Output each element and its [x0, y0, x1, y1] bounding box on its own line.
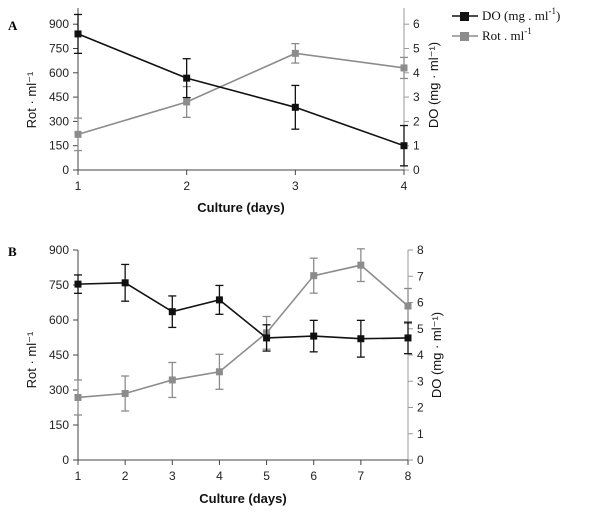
- data-point: [357, 335, 365, 343]
- data-point: [404, 302, 412, 310]
- x-tick-label: 4: [401, 179, 408, 193]
- data-point: [400, 142, 408, 150]
- legend-label: Rot . ml-1: [482, 26, 532, 43]
- series-line: [77, 52, 405, 136]
- panel-label: B: [8, 244, 17, 259]
- x-tick-label: 3: [292, 179, 299, 193]
- data-point: [263, 334, 271, 342]
- x-tick-label: 1: [75, 179, 82, 193]
- legend-marker: [460, 32, 469, 41]
- y-right-tick-label: 5: [417, 322, 424, 336]
- x-tick-label: 4: [216, 469, 223, 483]
- legend-label: DO (mg . ml-1): [482, 6, 560, 23]
- series-rot: [74, 42, 408, 152]
- y-right-tick-label: 5: [413, 42, 420, 56]
- legend-label-sup: -1: [548, 6, 556, 16]
- y-right-tick-label: 0: [417, 453, 424, 467]
- x-axis-label: Culture (days): [197, 200, 284, 215]
- x-tick-label: 2: [183, 179, 190, 193]
- y-left-tick-label: 0: [62, 453, 69, 467]
- y-right-tick-label: 3: [417, 374, 424, 388]
- y-left-tick-label: 750: [49, 278, 69, 292]
- data-point: [168, 308, 176, 316]
- series-line: [77, 282, 409, 340]
- data-point: [215, 368, 223, 376]
- x-tick-label: 7: [358, 469, 365, 483]
- y-right-tick-label: 1: [417, 427, 424, 441]
- y-axis-left-label: Rot · ml⁻¹: [24, 331, 39, 388]
- x-tick-label: 6: [310, 469, 317, 483]
- data-point: [310, 332, 318, 340]
- data-point: [74, 393, 82, 401]
- legend-label-text: DO (mg . ml: [482, 8, 549, 23]
- data-point: [74, 130, 82, 138]
- data-point: [121, 390, 129, 397]
- y-left-tick-label: 150: [49, 418, 69, 432]
- series-line: [77, 264, 409, 399]
- x-tick-label: 8: [405, 469, 412, 483]
- legend-label-text: Rot . ml: [482, 28, 525, 43]
- y-right-tick-label: 0: [413, 163, 420, 177]
- data-point: [168, 376, 176, 384]
- y-left-tick-label: 600: [49, 66, 69, 80]
- legend-label-sup: -1: [524, 26, 532, 36]
- y-left-tick-label: 300: [49, 383, 69, 397]
- data-point: [404, 334, 412, 342]
- data-point: [310, 272, 318, 280]
- y-left-tick-label: 450: [49, 348, 69, 362]
- x-tick-label: 5: [263, 469, 270, 483]
- data-point: [291, 103, 299, 111]
- data-point: [357, 261, 365, 269]
- data-point: [183, 74, 191, 82]
- series-line: [77, 33, 405, 147]
- y-axis-right-label: DO (mg · ml⁻¹): [429, 312, 444, 398]
- panel-label: A: [8, 18, 18, 33]
- y-right-tick-label: 2: [417, 401, 424, 415]
- y-right-tick-label: 4: [417, 348, 424, 362]
- y-left-tick-label: 750: [49, 42, 69, 56]
- y-left-tick-label: 450: [49, 90, 69, 104]
- x-tick-label: 1: [75, 469, 82, 483]
- legend-label-tail: ): [556, 8, 560, 23]
- series-do: [74, 263, 412, 358]
- data-point: [121, 279, 129, 287]
- y-left-tick-label: 150: [49, 139, 69, 153]
- data-point: [74, 30, 82, 38]
- legend: DO (mg . ml-1)Rot . ml-1: [452, 6, 560, 43]
- data-point: [400, 64, 408, 72]
- y-right-tick-label: 1: [413, 139, 420, 153]
- data-point: [215, 296, 223, 304]
- y-right-tick-label: 8: [417, 243, 424, 257]
- series-do: [74, 13, 408, 167]
- x-tick-label: 2: [122, 469, 129, 483]
- series-rot: [74, 248, 412, 416]
- y-left-tick-label: 0: [62, 163, 69, 177]
- y-right-tick-label: 6: [417, 296, 424, 310]
- y-right-tick-label: 6: [413, 17, 420, 31]
- y-left-tick-label: 300: [49, 114, 69, 128]
- y-right-tick-label: 4: [413, 66, 420, 80]
- data-point: [74, 280, 82, 288]
- y-left-tick-label: 900: [49, 243, 69, 257]
- y-right-tick-label: 7: [417, 269, 424, 283]
- y-right-tick-label: 2: [413, 114, 420, 128]
- y-axis-right-label: DO (mg · ml⁻¹): [426, 42, 441, 128]
- y-axis-left-label: Rot · ml⁻¹: [24, 71, 39, 128]
- legend-marker: [460, 12, 469, 21]
- y-left-tick-label: 900: [49, 17, 69, 31]
- data-point: [291, 49, 299, 57]
- y-right-tick-label: 3: [413, 90, 420, 104]
- x-tick-label: 3: [169, 469, 176, 483]
- x-axis-label: Culture (days): [199, 491, 286, 506]
- data-point: [183, 98, 191, 106]
- y-left-tick-label: 600: [49, 313, 69, 327]
